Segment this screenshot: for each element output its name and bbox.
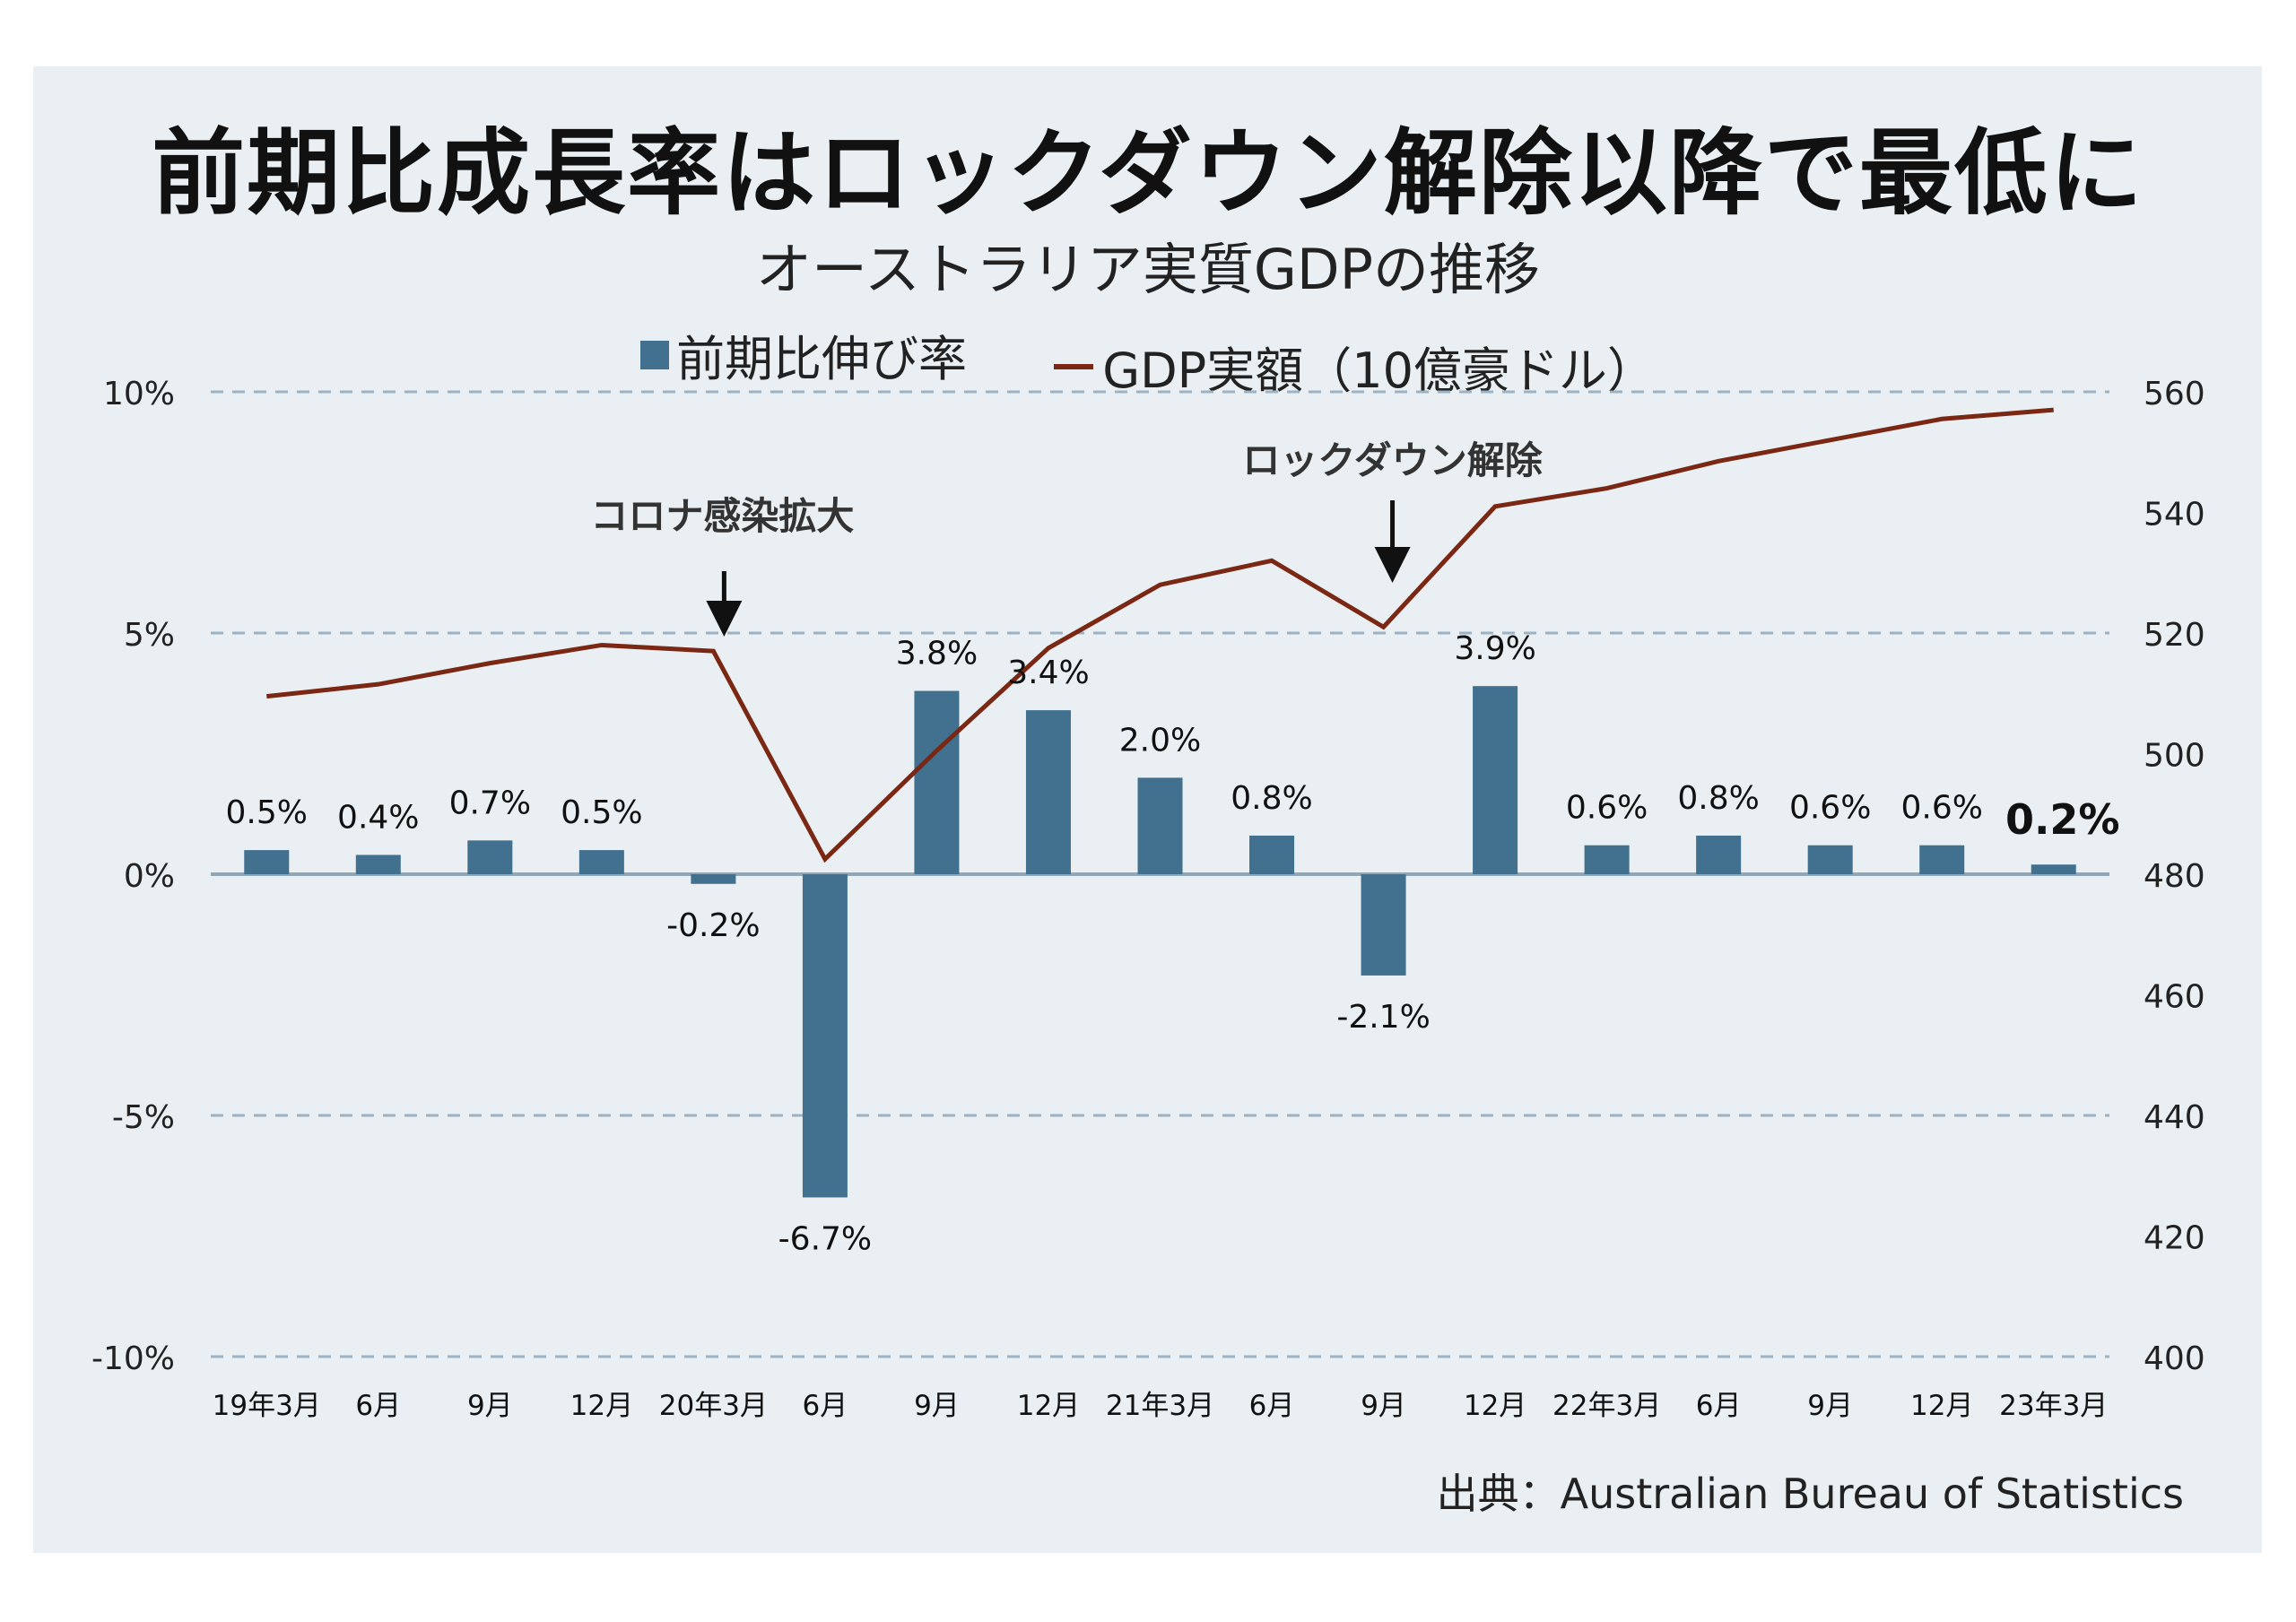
category-label: 20年3月 xyxy=(659,1390,768,1422)
category-label: 21年3月 xyxy=(1106,1390,1214,1422)
category-label: 9月 xyxy=(467,1390,513,1422)
bar xyxy=(802,874,848,1198)
bar-value-label: 0.2% xyxy=(2005,795,2120,844)
bar xyxy=(2031,864,2076,874)
legend-swatch-line xyxy=(1054,363,1094,369)
annotation-label: コロナ感染拡大 xyxy=(590,494,854,538)
bar xyxy=(1919,845,1965,874)
legend-item-bar: 前期比伸び率 xyxy=(640,319,967,390)
source-note: 出典：Australian Bureau of Statistics xyxy=(1436,1470,2184,1518)
left-tick-label: 10% xyxy=(103,376,175,412)
left-tick-label: 5% xyxy=(124,617,175,654)
chart-subtitle: オーストラリア実質GDPの推移 xyxy=(755,237,1541,302)
category-label: 9月 xyxy=(1807,1390,1853,1422)
legend-swatch-bar xyxy=(640,340,670,369)
bar xyxy=(467,840,513,874)
category-label: 23年3月 xyxy=(1999,1390,2108,1422)
bar-value-label: 0.7% xyxy=(449,785,531,821)
annotation-label: ロックダウン解除 xyxy=(1242,438,1543,482)
bar xyxy=(1473,686,1518,874)
bar-value-label: 3.8% xyxy=(896,636,978,672)
bar-value-label: 0.6% xyxy=(1789,790,1871,827)
category-label: 6月 xyxy=(355,1390,401,1422)
left-tick-label: 0% xyxy=(124,858,175,895)
bar-value-label: 0.8% xyxy=(1231,780,1312,817)
bar xyxy=(1137,777,1183,874)
left-tick-label: -10% xyxy=(91,1340,175,1377)
category-label: 12月 xyxy=(1910,1390,1973,1422)
bar-value-label: 0.6% xyxy=(1566,790,1648,827)
right-tick-label: 460 xyxy=(2144,979,2205,1016)
bar xyxy=(1807,845,1853,874)
gdp-line xyxy=(265,407,2054,863)
bar xyxy=(914,690,960,874)
bar xyxy=(1249,835,1295,874)
bar-value-label: 0.6% xyxy=(1900,790,1982,827)
legend: 前期比伸び率 GDP実額（10億豪ドル） xyxy=(0,319,2296,402)
bar-value-label: 2.0% xyxy=(1119,722,1201,759)
right-tick-label: 440 xyxy=(2144,1099,2205,1136)
category-label: 22年3月 xyxy=(1552,1390,1661,1422)
right-tick-label: 520 xyxy=(2144,617,2205,654)
category-label: 19年3月 xyxy=(213,1390,321,1422)
category-label: 6月 xyxy=(1696,1390,1742,1422)
right-tick-label: 400 xyxy=(2144,1340,2205,1377)
right-tick-label: 500 xyxy=(2144,738,2205,775)
bar-value-label: 3.4% xyxy=(1007,655,1089,691)
right-tick-label: 480 xyxy=(2144,858,2205,895)
bar-value-label: 0.4% xyxy=(337,799,419,836)
bar xyxy=(1361,874,1406,976)
left-tick-label: -5% xyxy=(112,1099,175,1136)
chart-title: 前期比成長率はロックダウン解除以降で最低に xyxy=(152,118,2144,228)
bar xyxy=(578,850,624,874)
right-tick-label: 540 xyxy=(2144,497,2205,533)
bar-value-label: 3.9% xyxy=(1454,630,1535,667)
category-label: 9月 xyxy=(1361,1390,1406,1422)
legend-label-bar: 前期比伸び率 xyxy=(676,331,968,387)
bar xyxy=(691,874,736,884)
right-tick-label: 560 xyxy=(2144,376,2205,412)
bar xyxy=(1025,710,1071,874)
category-label: 12月 xyxy=(1464,1390,1526,1422)
bar xyxy=(244,850,290,874)
legend-item-line: GDP実額（10億豪ドル） xyxy=(1054,331,1656,402)
bar-value-label: -0.2% xyxy=(666,907,760,944)
bar-value-label: 0.5% xyxy=(226,794,308,831)
category-label: 12月 xyxy=(1017,1390,1080,1422)
category-label: 12月 xyxy=(570,1390,633,1422)
right-tick-label: 420 xyxy=(2144,1220,2205,1257)
bar-value-label: 0.5% xyxy=(561,794,642,831)
bar xyxy=(1696,835,1742,874)
legend-label-line: GDP実額（10億豪ドル） xyxy=(1102,343,1656,399)
category-label: 6月 xyxy=(803,1390,848,1422)
bar-value-label: 0.8% xyxy=(1677,780,1759,817)
bar xyxy=(355,854,401,874)
bar xyxy=(1584,845,1630,874)
bar-value-label: -6.7% xyxy=(778,1220,872,1257)
category-label: 6月 xyxy=(1249,1390,1295,1422)
category-label: 9月 xyxy=(914,1390,960,1422)
bar-value-label: -2.1% xyxy=(1336,999,1430,1036)
